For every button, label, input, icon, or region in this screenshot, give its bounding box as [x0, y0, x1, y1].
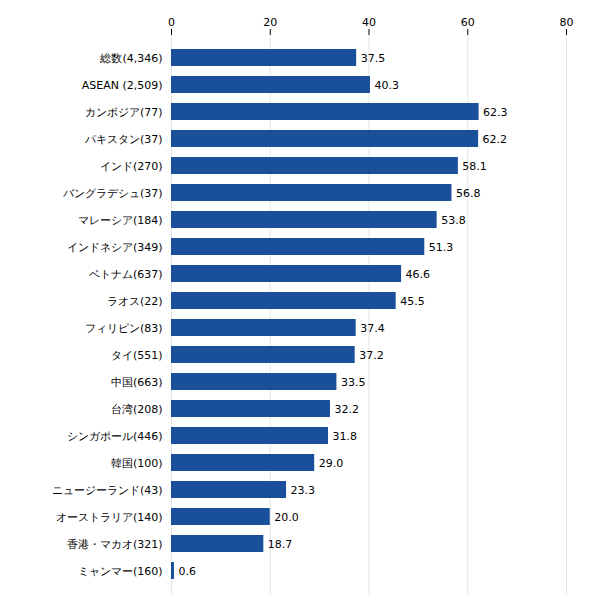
svg-text:37.4: 37.4 [360, 322, 385, 335]
svg-text:マレーシア(184): マレーシア(184) [78, 214, 163, 227]
svg-text:58.1: 58.1 [462, 160, 487, 173]
svg-text:パキスタン(37): パキスタン(37) [84, 133, 163, 146]
svg-text:インド(270): インド(270) [100, 160, 163, 173]
svg-text:カンボジア(77): カンボジア(77) [85, 106, 163, 119]
svg-text:51.3: 51.3 [429, 241, 454, 254]
svg-text:ASEAN (2,509): ASEAN (2,509) [82, 79, 163, 92]
svg-text:40: 40 [362, 16, 376, 29]
svg-text:62.3: 62.3 [483, 106, 508, 119]
svg-text:シンガポール(446): シンガポール(446) [67, 430, 163, 443]
svg-text:23.3: 23.3 [291, 484, 316, 497]
svg-text:ニュージーランド(43): ニュージーランド(43) [52, 484, 163, 497]
svg-text:インドネシア(349): インドネシア(349) [67, 241, 163, 254]
svg-text:46.6: 46.6 [406, 268, 431, 281]
svg-text:37.2: 37.2 [359, 349, 384, 362]
svg-text:32.2: 32.2 [334, 403, 359, 416]
svg-text:ミャンマー(160): ミャンマー(160) [78, 565, 163, 578]
svg-text:37.5: 37.5 [361, 52, 386, 65]
svg-text:バングラデシュ(37): バングラデシュ(37) [62, 187, 163, 200]
svg-text:0.6: 0.6 [178, 565, 196, 578]
svg-text:80: 80 [560, 16, 574, 29]
svg-text:53.8: 53.8 [441, 214, 466, 227]
svg-text:40.3: 40.3 [374, 79, 399, 92]
svg-text:29.0: 29.0 [319, 457, 344, 470]
svg-text:ベトナム(637): ベトナム(637) [89, 268, 163, 281]
svg-text:33.5: 33.5 [341, 376, 366, 389]
svg-text:ラオス(22): ラオス(22) [107, 295, 163, 308]
svg-text:韓国(100): 韓国(100) [111, 457, 163, 470]
svg-text:18.7: 18.7 [268, 538, 293, 551]
svg-text:56.8: 56.8 [456, 187, 481, 200]
svg-text:総数(4,346): 総数(4,346) [99, 52, 162, 65]
svg-text:20: 20 [263, 16, 277, 29]
svg-text:フィリピン(83): フィリピン(83) [85, 322, 163, 335]
svg-text:45.5: 45.5 [400, 295, 425, 308]
svg-text:0: 0 [168, 16, 175, 29]
svg-text:31.8: 31.8 [333, 430, 358, 443]
svg-text:62.2: 62.2 [483, 133, 508, 146]
svg-text:台湾(208): 台湾(208) [111, 403, 163, 416]
svg-text:60: 60 [461, 16, 475, 29]
svg-text:中国(663): 中国(663) [111, 376, 163, 389]
svg-text:オーストラリア(140): オーストラリア(140) [56, 511, 163, 524]
svg-text:20.0: 20.0 [274, 511, 299, 524]
svg-text:香港・マカオ(321): 香港・マカオ(321) [67, 538, 163, 551]
svg-text:タイ(551): タイ(551) [111, 349, 163, 362]
